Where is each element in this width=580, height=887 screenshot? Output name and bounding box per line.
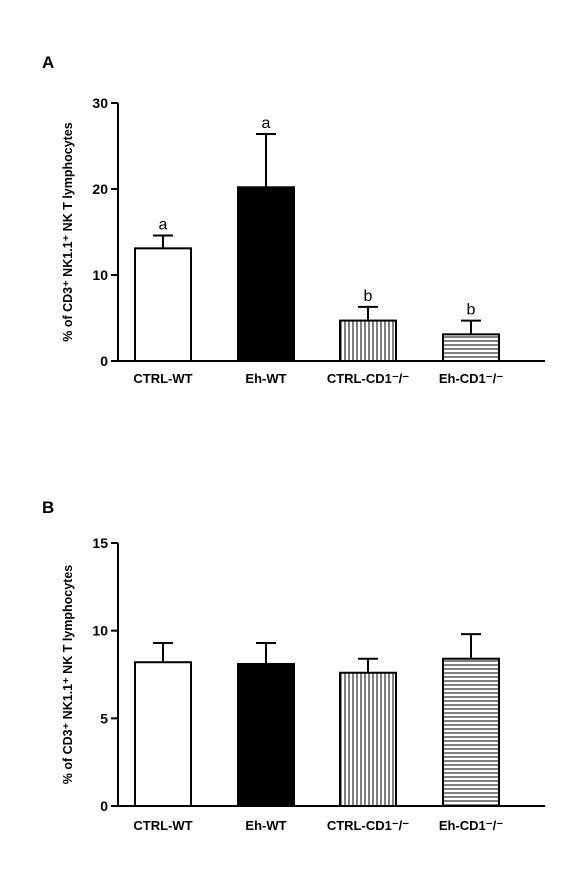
category-label: Eh-CD1⁻/⁻ — [439, 371, 503, 386]
significance-label: a — [262, 115, 271, 132]
bar — [237, 186, 295, 362]
bar — [134, 247, 192, 362]
y-tick-label: 0 — [100, 798, 108, 814]
category-label: CTRL-WT — [133, 818, 192, 833]
bar — [339, 671, 397, 807]
panel-label: A — [42, 53, 54, 72]
category-label: Eh-WT — [245, 371, 286, 386]
bar — [442, 333, 500, 362]
y-axis-label: % of CD3⁺ NK1.1⁺ NK T lymphocytes — [61, 565, 75, 785]
bar — [442, 657, 500, 807]
y-tick-label: 30 — [92, 95, 108, 111]
panel-label: B — [42, 498, 54, 517]
bar — [237, 662, 295, 807]
y-tick-label: 20 — [92, 181, 108, 197]
y-tick-label: 10 — [92, 623, 108, 639]
bar — [134, 661, 192, 808]
category-label: Eh-CD1⁻/⁻ — [439, 818, 503, 833]
significance-label: b — [364, 288, 373, 305]
category-label: CTRL-WT — [133, 371, 192, 386]
y-tick-label: 5 — [100, 710, 108, 726]
significance-label: b — [467, 302, 476, 319]
bar — [339, 319, 397, 362]
category-label: CTRL-CD1⁻/⁻ — [327, 371, 409, 386]
significance-label: a — [159, 216, 168, 233]
y-axis-label: % of CD3⁺ NK1.1⁺ NK T lymphocytes — [61, 122, 75, 342]
panel-b: B 0 5 10 15 % of CD3⁺ NK1.1⁺ NK T lymphocytes… — [42, 498, 545, 833]
y-tick-label: 0 — [100, 353, 108, 369]
panel-a: A 0 10 20 30 % of CD3⁺ NK1.1⁺ NK T lymphocyte… — [42, 53, 545, 386]
y-tick-label: 15 — [92, 535, 108, 551]
y-tick-label: 10 — [92, 267, 108, 283]
category-label: CTRL-CD1⁻/⁻ — [327, 818, 409, 833]
category-label: Eh-WT — [245, 818, 286, 833]
